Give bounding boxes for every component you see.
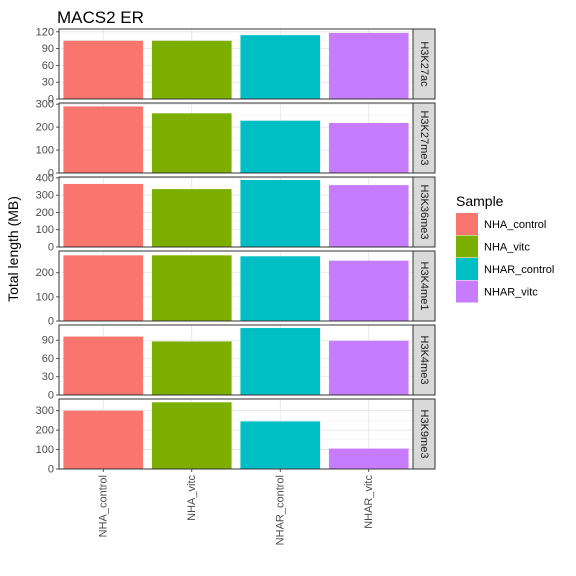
legend: Sample NHA_control NHA_vitc NHAR_control NH…: [456, 193, 554, 303]
y-tick-label: 90: [42, 335, 54, 347]
y-tick-label: 200: [36, 267, 54, 279]
bar-nhar-control: [240, 421, 321, 469]
y-tick-label: 200: [36, 425, 54, 437]
facet-panel-h3k36me3: 0 100 200 300 400 H3K36me3: [36, 172, 436, 254]
bar-nha-control: [63, 106, 144, 173]
bar-nhar-vitc: [328, 260, 409, 321]
bar-nhar-vitc: [328, 185, 409, 247]
bar-nhar-vitc: [328, 32, 409, 99]
facet-strip-label: H3K27ac: [418, 41, 430, 87]
y-tick-label: 400: [36, 172, 54, 184]
facet-strip-label: H3K9me3: [418, 410, 430, 459]
facet-strip: [412, 176, 436, 248]
bar-nha-vitc: [151, 113, 232, 173]
legend-key: [456, 235, 478, 258]
bar-nha-control: [63, 410, 144, 469]
bar-nha-control: [63, 40, 144, 99]
facet-panel-h3k4me1: 0 100 200 H3K4me1: [36, 250, 436, 328]
y-tick-label: 100: [36, 291, 54, 303]
y-tick-label: 100: [36, 145, 54, 157]
facet-strip: [412, 250, 436, 322]
y-tick-label: 100: [36, 224, 54, 236]
facet-strip: [412, 324, 436, 396]
x-tick-label: NHAR_control: [274, 475, 286, 545]
legend-key: [456, 280, 478, 303]
facet-panel-h3k4me3: 0 30 60 90 H3K4me3: [42, 324, 436, 402]
facet-strip: [412, 102, 436, 174]
legend-key: [456, 213, 478, 235]
y-axis-label: Total length (MB): [5, 196, 21, 302]
facet-panel-h3k27me3: 0 100 200 300 H3K27me3: [36, 99, 436, 180]
y-tick-label: 0: [48, 390, 54, 402]
facet-strip: [412, 28, 436, 100]
facet-strip: [412, 398, 436, 470]
y-tick-label: 0: [48, 242, 54, 254]
facet-panel-h3k9me3: 0 100 200 300 H3K9me3: [36, 398, 436, 476]
facet-strip-label: H3K4me3: [418, 336, 430, 385]
legend-label: NHAR_control: [484, 264, 554, 276]
facet-strip-label: H3K36me3: [418, 184, 430, 239]
y-tick-label: 300: [36, 405, 54, 417]
y-tick-label: 200: [36, 122, 54, 134]
y-tick-label: 0: [48, 316, 54, 328]
bar-nhar-control: [240, 328, 321, 395]
bar-nha-vitc: [151, 255, 232, 321]
bar-nhar-control: [240, 35, 321, 99]
facet-strip-label: H3K27me3: [418, 110, 430, 165]
bar-nhar-vitc: [328, 340, 409, 395]
facet-panels: 0306090120H3K27ac0100200300H3K27me301002…: [36, 26, 436, 476]
chart-title: MACS2 ER: [57, 8, 144, 27]
y-tick-label: 120: [36, 26, 54, 38]
facet-panel-h3k27ac: 0 30 60 90 120 H3K27ac: [36, 26, 436, 106]
bar-nha-vitc: [151, 341, 232, 395]
x-axis: NHA_control NHA_vitc NHAR_control NHAR_vitc: [97, 469, 375, 545]
y-tick-label: 60: [42, 60, 54, 72]
legend-label: NHA_vitc: [484, 242, 530, 254]
bar-nhar-control: [240, 120, 321, 173]
x-tick-label: NHA_vitc: [186, 475, 198, 521]
y-tick-label: 60: [42, 353, 54, 365]
y-tick-label: 90: [42, 43, 54, 55]
legend-label: NHA_control: [484, 219, 546, 231]
x-tick-label: NHAR_vitc: [363, 475, 375, 529]
legend-label: NHAR_vitc: [484, 287, 538, 299]
bar-nhar-control: [240, 256, 321, 321]
y-tick-label: 0: [48, 94, 54, 106]
x-tick-label: NHA_control: [97, 475, 109, 537]
y-tick-label: 200: [36, 207, 54, 219]
legend-key: [456, 258, 478, 280]
bar-nha-vitc: [151, 40, 232, 99]
y-tick-label: 300: [36, 190, 54, 202]
bar-nha-control: [63, 183, 144, 247]
bar-nhar-vitc: [328, 448, 409, 469]
y-tick-label: 0: [48, 168, 54, 180]
bar-nha-vitc: [151, 189, 232, 247]
y-tick-label: 30: [42, 371, 54, 383]
y-tick-label: 30: [42, 77, 54, 89]
facet-strip-label: H3K4me1: [418, 262, 430, 311]
legend-title: Sample: [456, 193, 504, 209]
y-tick-label: 0: [48, 464, 54, 476]
bar-nhar-control: [240, 179, 321, 247]
bar-nhar-vitc: [328, 122, 409, 173]
bar-nha-control: [63, 255, 144, 321]
bar-nha-vitc: [151, 402, 232, 469]
y-tick-label: 100: [36, 444, 54, 456]
bar-nha-control: [63, 336, 144, 395]
y-tick-label: 300: [36, 99, 54, 111]
